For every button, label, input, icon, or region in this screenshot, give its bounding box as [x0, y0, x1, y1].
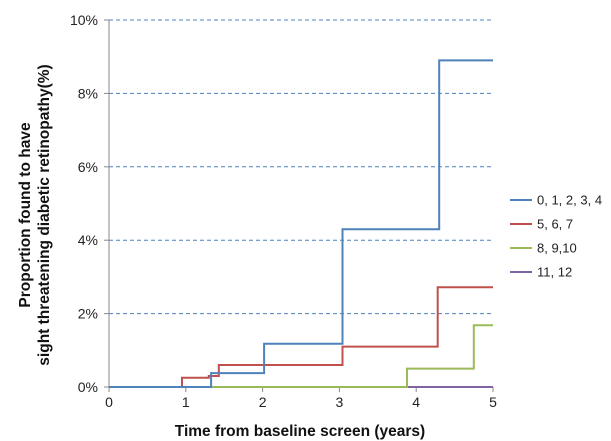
x-tick-label-5: 5	[489, 394, 497, 410]
y-axis-title: Proportion found to have sight threateni…	[17, 64, 53, 365]
y-tick-label-2: 2%	[78, 306, 98, 322]
legend-label-3: 0, 1, 2, 3, 4	[537, 193, 602, 208]
series-line-2	[109, 286, 493, 388]
series-line-1	[109, 324, 493, 388]
legend-label-2: 5, 6, 7	[537, 217, 573, 232]
y-axis-title-line-1: Proportion found to have	[17, 122, 34, 308]
legend-label-0: 11, 12	[537, 265, 572, 280]
series-line-3	[109, 59, 493, 388]
x-tick-label-2: 2	[259, 394, 267, 410]
y-tick-label-6: 6%	[78, 159, 98, 175]
y-axis-title-line-2: sight threatening diabetic retinopathy(%…	[36, 64, 53, 365]
tick-labels: 0% 2% 4% 6% 8% 10% 0 1 2 3 4 5	[70, 12, 497, 410]
legend-item-3: 0, 1, 2, 3, 4	[510, 193, 602, 208]
gridlines	[109, 19, 493, 315]
y-tick-label-4: 4%	[78, 232, 98, 248]
x-tick-label-3: 3	[336, 394, 344, 410]
legend-item-1: 8, 9,10	[510, 241, 577, 256]
legend: 11, 12 8, 9,10 5, 6, 7 0, 1, 2, 3, 4	[510, 193, 602, 280]
x-tick-label-4: 4	[412, 394, 420, 410]
x-tick-label-1: 1	[182, 394, 190, 410]
x-axis-title: Time from baseline screen (years)	[175, 423, 425, 440]
y-tick-label-8: 8%	[78, 85, 98, 101]
y-tick-label-10: 10%	[70, 12, 98, 28]
series-lines	[109, 59, 493, 388]
legend-item-0: 11, 12	[510, 265, 572, 280]
legend-item-2: 5, 6, 7	[510, 217, 573, 232]
y-tick-label-0: 0%	[78, 379, 98, 395]
legend-label-1: 8, 9,10	[537, 241, 577, 256]
x-tick-label-0: 0	[105, 394, 113, 410]
axes	[104, 19, 494, 392]
